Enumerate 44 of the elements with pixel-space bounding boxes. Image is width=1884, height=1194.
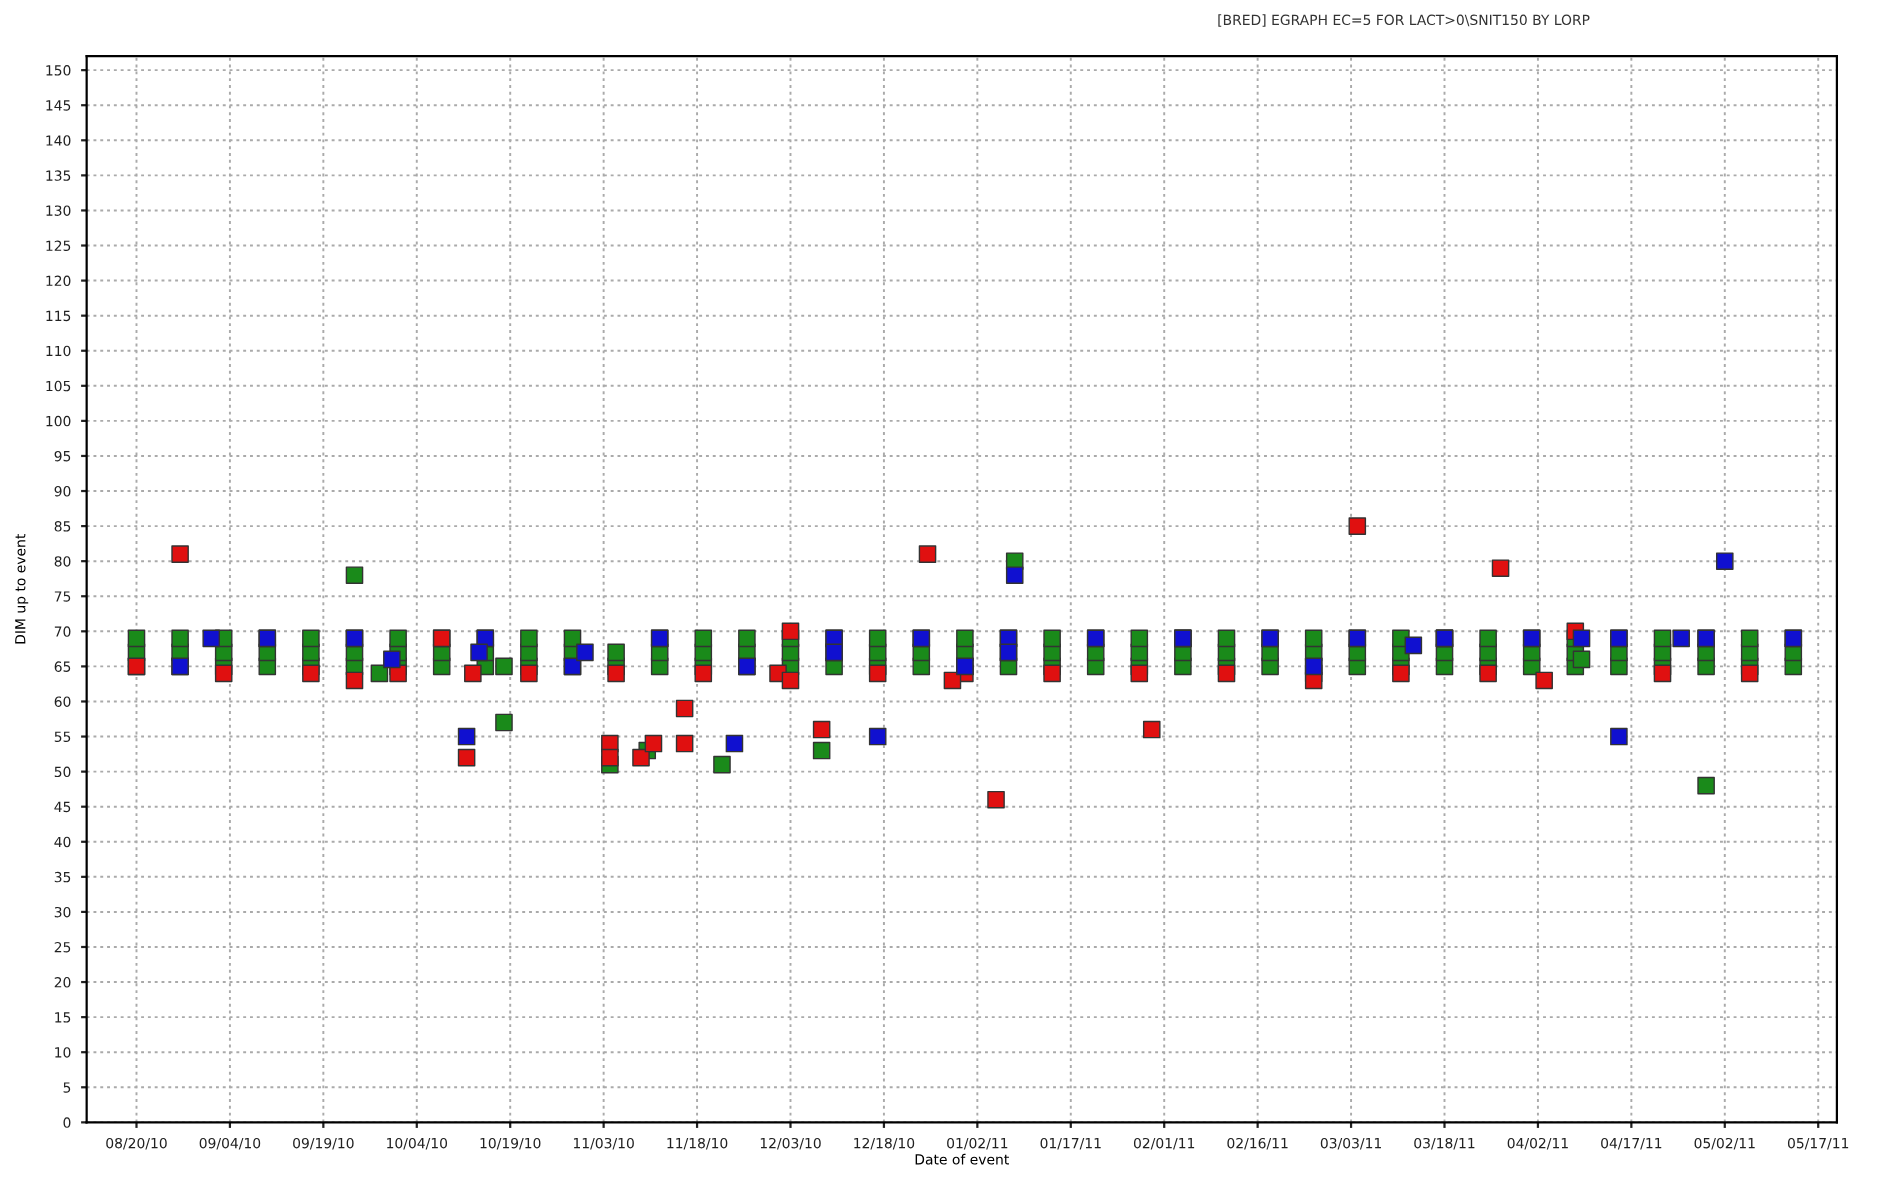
point xyxy=(1043,664,1061,683)
point xyxy=(214,664,233,683)
point xyxy=(576,643,594,662)
point xyxy=(812,720,831,739)
point xyxy=(1404,636,1423,655)
point xyxy=(1672,629,1690,648)
point xyxy=(520,664,538,683)
point xyxy=(781,622,800,641)
point xyxy=(1491,559,1510,577)
point xyxy=(470,643,488,662)
point xyxy=(1740,664,1759,683)
point xyxy=(1005,566,1024,585)
point xyxy=(1715,552,1734,570)
point xyxy=(644,734,663,753)
point xyxy=(1479,664,1497,683)
point xyxy=(868,664,887,683)
point xyxy=(1535,671,1553,690)
point xyxy=(302,664,320,683)
point xyxy=(694,664,713,683)
point xyxy=(464,664,482,683)
point xyxy=(202,629,221,648)
point xyxy=(383,650,401,669)
point xyxy=(345,671,364,690)
point xyxy=(868,727,887,746)
point xyxy=(1142,720,1161,739)
point xyxy=(457,748,476,767)
point xyxy=(1130,664,1149,683)
point xyxy=(457,727,476,746)
point xyxy=(607,664,625,683)
point xyxy=(601,748,619,767)
point xyxy=(1348,517,1367,535)
point xyxy=(675,699,694,718)
point xyxy=(1572,629,1591,648)
point xyxy=(1217,664,1236,683)
point xyxy=(632,748,650,767)
point xyxy=(1610,727,1628,746)
point xyxy=(781,671,800,690)
point xyxy=(725,734,744,753)
point xyxy=(1392,664,1410,683)
point xyxy=(1653,664,1672,683)
point xyxy=(675,734,694,753)
point xyxy=(171,545,189,563)
point xyxy=(918,545,937,563)
point xyxy=(987,790,1005,809)
